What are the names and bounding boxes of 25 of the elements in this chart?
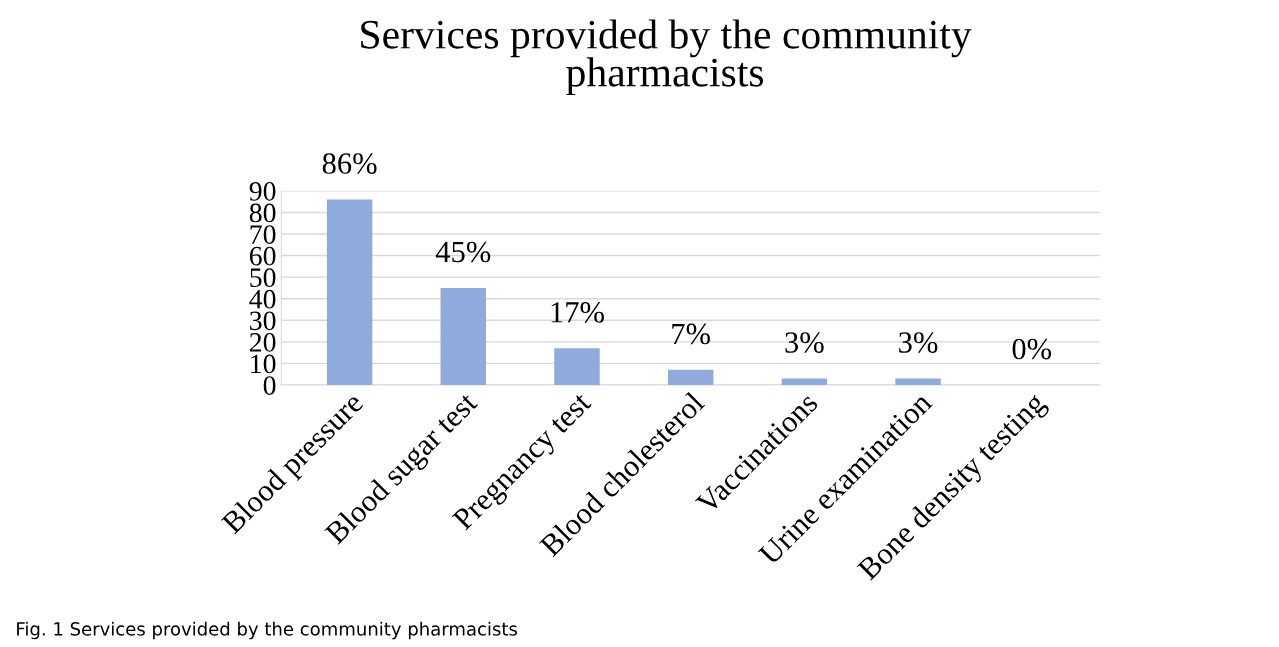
data-label: 3% xyxy=(785,332,824,353)
y-tick-label: 10 xyxy=(251,354,276,374)
y-tick-label: 40 xyxy=(249,289,276,309)
bar xyxy=(554,348,600,385)
y-tick-label: 90 xyxy=(249,182,276,201)
data-label: 7% xyxy=(672,323,710,345)
bar xyxy=(440,287,487,385)
chart-title: Services provided by the community pharmacists xyxy=(361,19,972,96)
y-tick-label: 50 xyxy=(250,268,276,288)
y-tick-label: 80 xyxy=(249,203,276,223)
y-tick-label: 30 xyxy=(250,311,276,331)
y-tick-label: 60 xyxy=(249,246,276,266)
caption: Fig. 1 Services provided by the community pharmacists xyxy=(17,621,517,640)
data-label: 45% xyxy=(435,241,491,263)
data-label: 3% xyxy=(899,332,938,353)
y-tick-label: 70 xyxy=(250,225,276,244)
bar xyxy=(667,369,714,385)
data-label: 86% xyxy=(322,153,377,174)
bar xyxy=(781,378,828,385)
bar xyxy=(895,378,941,385)
y-tick-label: 0 xyxy=(263,376,276,395)
data-label: 17% xyxy=(551,302,604,323)
data-label: 0% xyxy=(1012,338,1052,360)
bar xyxy=(326,199,373,385)
y-tick-label: 20 xyxy=(249,333,276,352)
